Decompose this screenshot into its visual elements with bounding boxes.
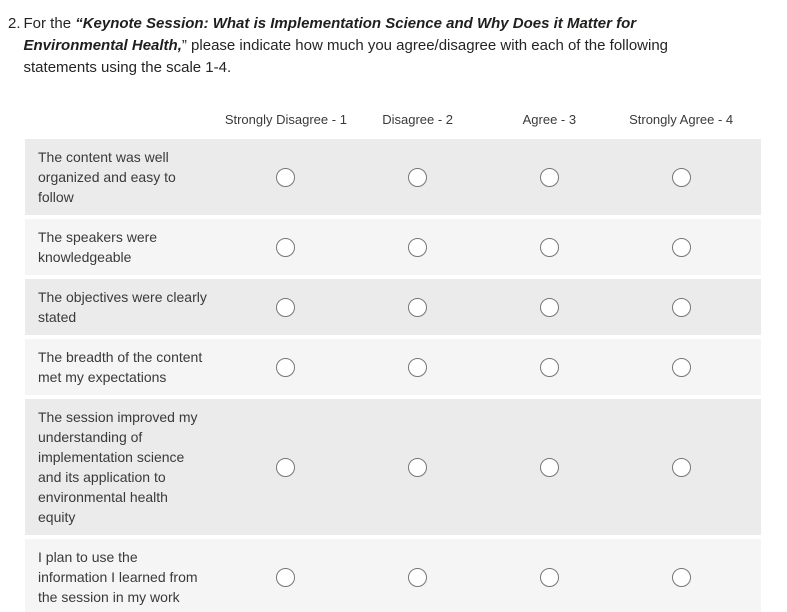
radio-r4-c2[interactable] xyxy=(539,457,559,477)
radio-cell xyxy=(484,567,616,587)
radio-r2-c3[interactable] xyxy=(671,297,691,317)
radio-cell xyxy=(484,297,616,317)
question-suffix: ” please indicate how much you agree/dis… xyxy=(23,37,669,76)
row-label: The content was well organized and easy … xyxy=(38,149,176,205)
radio-r3-c2[interactable] xyxy=(539,357,559,377)
radio-cell xyxy=(352,237,484,257)
radio-cell xyxy=(352,357,484,377)
table-row: The content was well organized and easy … xyxy=(25,139,761,215)
radio-r1-c1[interactable] xyxy=(408,237,428,257)
table-row: The breadth of the content met my expect… xyxy=(25,339,761,395)
radio-cell xyxy=(615,567,747,587)
radio-cell xyxy=(220,457,352,477)
column-header-strongly-agree: Strongly Agree - 4 xyxy=(629,112,734,127)
table-row: The objectives were clearly stated xyxy=(25,279,761,335)
radio-r0-c2[interactable] xyxy=(539,167,559,187)
column-header-strongly-disagree: Strongly Disagree - 1 xyxy=(224,112,347,127)
radio-cell xyxy=(220,567,352,587)
table-row: I plan to use the information I learned … xyxy=(25,539,761,612)
radio-r3-c3[interactable] xyxy=(671,357,691,377)
likert-header-row: Strongly Disagree - 1 Disagree - 2 Agree… xyxy=(25,112,761,127)
row-label: I plan to use the information I learned … xyxy=(38,549,198,605)
radio-r5-c1[interactable] xyxy=(408,567,428,587)
radio-cell xyxy=(352,167,484,187)
row-label: The objectives were clearly stated xyxy=(38,289,207,325)
radio-r0-c0[interactable] xyxy=(276,167,296,187)
radio-cell xyxy=(352,457,484,477)
radio-cell xyxy=(220,297,352,317)
radio-cell xyxy=(352,297,484,317)
row-label: The breadth of the content met my expect… xyxy=(38,349,203,385)
radio-r4-c3[interactable] xyxy=(671,457,691,477)
table-row: The speakers were knowledgeable xyxy=(25,219,761,275)
radio-cell xyxy=(615,297,747,317)
question-block: 2. For the “Keynote Session: What is Imp… xyxy=(0,13,740,79)
question-emphasis: “Keynote Session: What is Implementation… xyxy=(23,15,637,54)
radio-cell xyxy=(615,457,747,477)
radio-cell xyxy=(484,237,616,257)
radio-r3-c1[interactable] xyxy=(408,357,428,377)
radio-r1-c3[interactable] xyxy=(671,237,691,257)
column-header-disagree: Disagree - 2 xyxy=(382,112,454,127)
radio-r5-c2[interactable] xyxy=(539,567,559,587)
radio-r2-c1[interactable] xyxy=(408,297,428,317)
radio-r1-c2[interactable] xyxy=(539,237,559,257)
radio-r1-c0[interactable] xyxy=(276,237,296,257)
radio-r4-c1[interactable] xyxy=(408,457,428,477)
radio-cell xyxy=(220,237,352,257)
radio-cell xyxy=(615,357,747,377)
radio-r4-c0[interactable] xyxy=(276,457,296,477)
radio-r0-c3[interactable] xyxy=(671,167,691,187)
column-header-agree: Agree - 3 xyxy=(522,112,577,127)
radio-r2-c2[interactable] xyxy=(539,297,559,317)
radio-r3-c0[interactable] xyxy=(276,357,296,377)
question-text: For the “Keynote Session: What is Implem… xyxy=(24,13,724,79)
radio-cell xyxy=(220,357,352,377)
question-number: 2. xyxy=(8,15,21,32)
radio-cell xyxy=(352,567,484,587)
radio-cell xyxy=(484,357,616,377)
row-label: The speakers were knowledgeable xyxy=(38,229,158,265)
radio-r2-c0[interactable] xyxy=(276,297,296,317)
radio-cell xyxy=(220,167,352,187)
table-row: The session improved my understanding of… xyxy=(25,399,761,535)
question-prefix: For the xyxy=(23,15,76,32)
likert-table: Strongly Disagree - 1 Disagree - 2 Agree… xyxy=(25,112,761,612)
radio-cell xyxy=(615,167,747,187)
radio-cell xyxy=(484,457,616,477)
radio-cell xyxy=(615,237,747,257)
radio-r5-c3[interactable] xyxy=(671,567,691,587)
row-label: The session improved my understanding of… xyxy=(38,409,198,525)
radio-r0-c1[interactable] xyxy=(408,167,428,187)
radio-cell xyxy=(484,167,616,187)
radio-r5-c0[interactable] xyxy=(276,567,296,587)
